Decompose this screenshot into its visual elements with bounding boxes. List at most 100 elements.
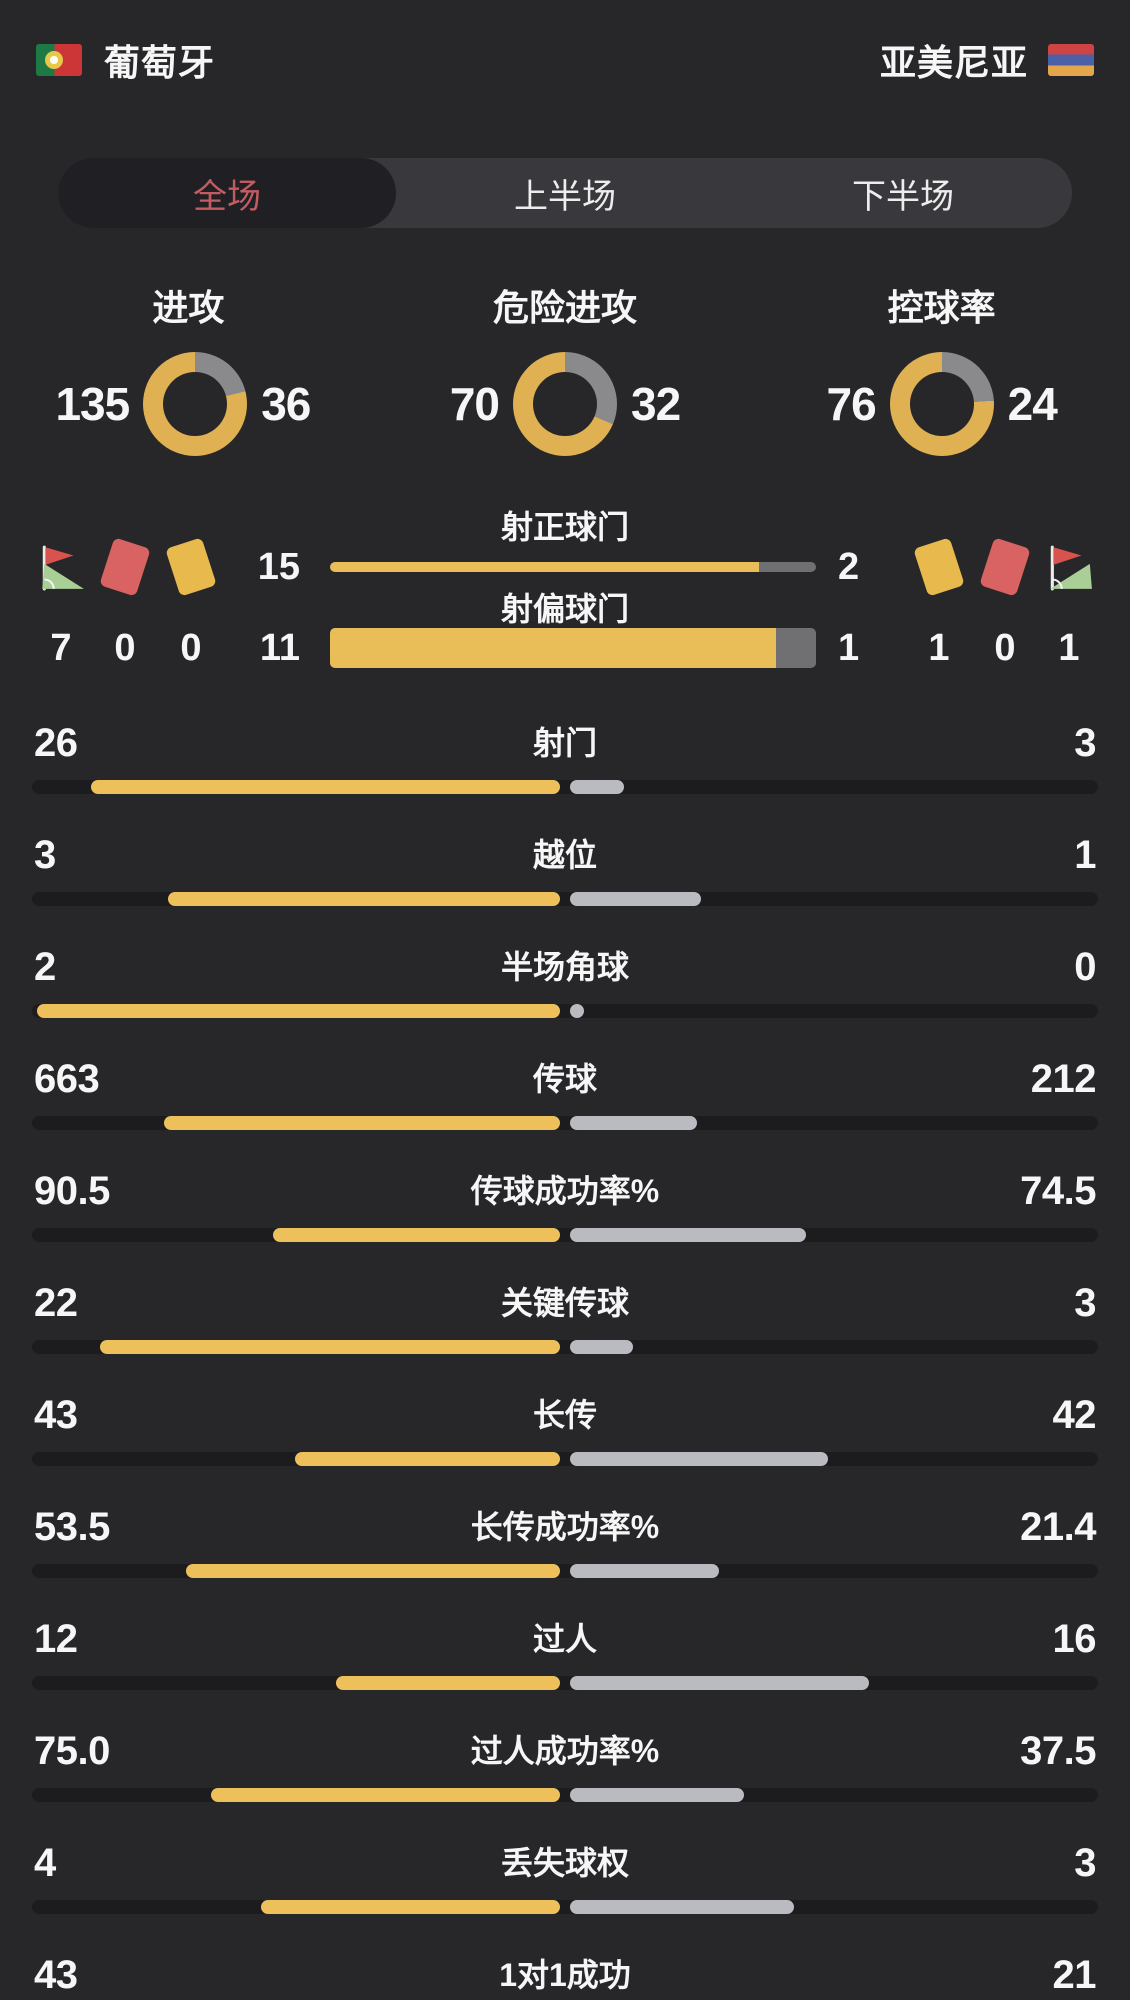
stat-label: 过人成功率% [470,1733,660,1769]
stat-away-value: 21.4 [1020,1505,1096,1549]
stat-bar-track [32,1228,1098,1242]
stat-bar-home-fill [335,1676,560,1690]
stat-bar-home-fill [273,1228,560,1242]
away-team: 亚美尼亚 [880,34,1094,86]
stat-row: 3 越位 1 [0,831,1130,906]
stat-row-head: 43 长传 42 [0,1391,1130,1439]
stat-away-value: 74.5 [1020,1169,1096,1213]
donut-ring [143,352,248,456]
stat-away-value: 3 [1074,721,1096,765]
stat-row-head: 53.5 长传成功率% 21.4 [0,1503,1130,1551]
stat-bar-track [32,1564,1098,1578]
stat-bar-home-fill [163,1116,560,1130]
period-tab[interactable]: 下半场 [734,158,1072,228]
stat-home-value: 2 [34,945,56,989]
shots-on-target-away-value: 2 [838,546,860,588]
stat-label: 关键传球 [500,1285,629,1321]
donut-away-value: 36 [261,378,311,430]
stat-bar-home-fill [295,1452,560,1466]
corner-flag-icon [1050,545,1092,591]
stat-away-value: 42 [1052,1393,1097,1437]
home-yellow-card-icon [158,537,224,597]
shots-off-target-label: 射偏球门 [500,591,629,627]
stat-bar-away-fill [570,1900,795,1914]
stat-bar-away-fill [570,892,701,906]
away-yellow-card-icon [906,537,972,597]
shots-off-target-home-fill [330,628,776,668]
stat-row: 4 丢失球权 3 [0,1839,1130,1914]
donut-chart-row: 135 36 [55,352,321,456]
donut-home-value: 135 [55,378,130,430]
shots-on-target-home-fill [330,562,759,572]
home-red-card-icon [92,537,158,597]
stat-label: 越位 [532,837,597,873]
stat-bar-home-fill [186,1564,560,1578]
stat-bar-home-fill [37,1004,560,1018]
donut-chart-title: 危险进攻 [492,287,637,328]
stat-bar-track [32,892,1098,906]
home-yellow-cards-count: 0 [180,627,202,669]
stat-bar-track [32,1116,1098,1130]
stat-bar-home-fill [91,780,560,794]
stat-home-value: 12 [34,1617,78,1661]
stat-row-head: 26 射门 3 [0,719,1130,767]
stat-bar-home-fill [99,1340,560,1354]
shots-on-target-label: 射正球门 [500,509,629,545]
stat-bar-track [32,1452,1098,1466]
stat-label: 过人 [532,1621,597,1657]
stat-bar-home-fill [211,1788,560,1802]
home-team: 葡萄牙 [36,34,215,86]
red-card-icon [99,537,151,597]
stat-row-head: 22 关键传球 3 [0,1279,1130,1327]
stat-row-head: 75.0 过人成功率% 37.5 [0,1727,1130,1775]
stat-bar-away-fill [570,1228,807,1242]
stat-bar-away-fill [570,1004,584,1018]
period-tab[interactable]: 全场 [58,158,396,228]
shots-off-target-home-value: 11 [259,627,300,669]
red-card-icon [979,537,1031,597]
period-tab-label: 下半场 [852,177,954,216]
stat-label: 半场角球 [500,949,629,985]
shots-on-target-bar [330,562,816,572]
donut-charts: 进攻 135 36 危险进攻 70 32 控球率 76 24 [0,290,1130,456]
stat-bar-home-fill [261,1900,560,1914]
stat-bar-track [32,1788,1098,1802]
stat-home-value: 22 [34,1281,78,1325]
corner-flag-icon [42,545,84,591]
stat-bar-track [32,1340,1098,1354]
stat-bar-away-fill [570,780,625,794]
donut-ring [889,352,994,456]
donut-chart-title: 进攻 [152,287,225,328]
donut-home-value: 76 [826,378,876,430]
stat-row: 2 半场角球 0 [0,943,1130,1018]
stat-away-value: 37.5 [1020,1729,1096,1773]
stat-label: 射门 [532,725,597,761]
header: 葡萄牙 亚美尼亚 [0,0,1130,86]
donut-away-value: 32 [630,378,681,430]
period-tab-label: 全场 [193,177,261,216]
stat-row-head: 90.5 传球成功率% 74.5 [0,1167,1130,1215]
away-corner-flags-count: 1 [1058,627,1080,669]
donut-chart-block: 危险进攻 70 32 [377,290,754,456]
away-corner-flag-icon [1038,544,1100,591]
stat-away-value: 0 [1074,945,1096,989]
stat-home-value: 4 [34,1841,56,1885]
stat-row: 90.5 传球成功率% 74.5 [0,1167,1130,1242]
away-yellow-cards-count: 1 [928,627,950,669]
stat-home-value: 90.5 [34,1169,110,1213]
home-team-name: 葡萄牙 [104,42,216,83]
shots-on-target-home-value: 15 [257,546,300,588]
donut-chart-row: 70 32 [439,352,691,456]
stat-row-head: 2 半场角球 0 [0,943,1130,991]
period-tab[interactable]: 上半场 [396,158,734,228]
shots-off-target-away-fill [775,628,816,668]
stat-home-value: 43 [34,1393,78,1437]
donut-ring [512,352,617,456]
away-red-cards-count: 0 [994,627,1016,669]
stat-bar-away-fill [570,1340,633,1354]
stat-bar-track [32,1676,1098,1690]
stat-away-value: 21 [1052,1953,1097,1997]
discipline-and-shots-section: 射正球门 15 2 射偏球门 7 [30,510,1100,668]
shots-off-target-away-value: 1 [838,627,860,669]
stat-row: 663 传球 212 [0,1055,1130,1130]
